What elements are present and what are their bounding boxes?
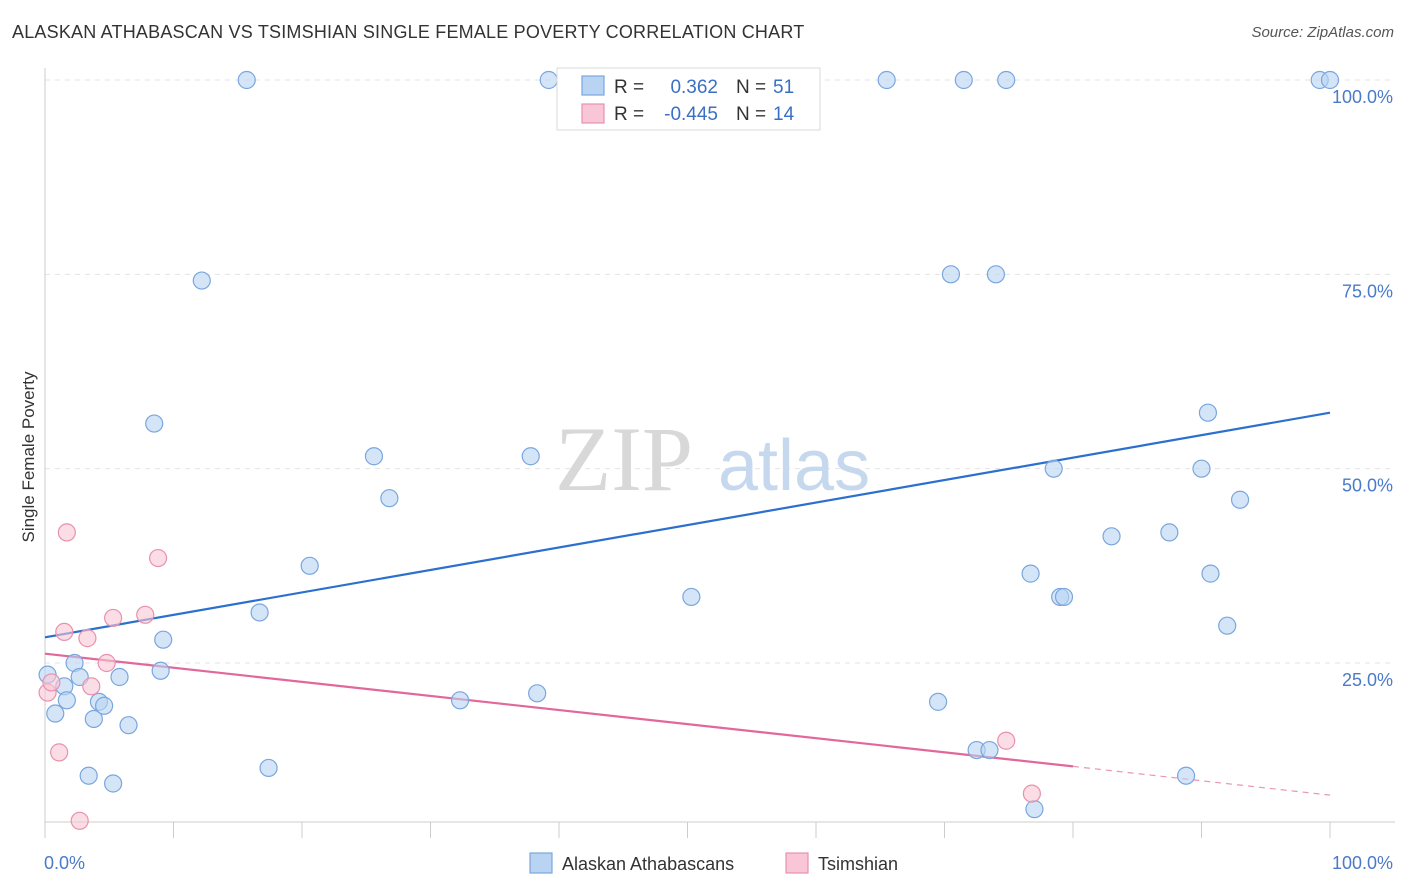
x-tick-label-1: 100.0% xyxy=(1332,853,1393,873)
series-legend: Alaskan Athabascans Tsimshian xyxy=(529,852,898,874)
alaskan-point-47 xyxy=(1218,616,1237,635)
legend-n-label-1: N = xyxy=(736,77,766,98)
alaskan-point-6 xyxy=(79,766,98,785)
alaskan-point-28 xyxy=(877,70,896,90)
correlation-legend: R = 0.362 N = 51 R = -0.445 N = 14 xyxy=(556,67,821,131)
tsimshian-point-12 xyxy=(997,731,1016,750)
alaskan-point-26 xyxy=(539,70,558,90)
alaskan-point-37 xyxy=(1025,800,1044,819)
alaskan-point-46 xyxy=(1198,403,1218,422)
trend-line-tsimshian-extension xyxy=(1072,765,1331,796)
tsimshian-point-6 xyxy=(78,629,97,648)
alaskan-point-41 xyxy=(1102,527,1121,546)
y-axis-label: Single Female Poverty xyxy=(19,371,38,543)
series-points-tsimshian xyxy=(38,523,1041,830)
alaskan-point-18 xyxy=(250,603,269,622)
alaskan-point-12 xyxy=(119,716,138,735)
alaskan-point-15 xyxy=(154,630,173,649)
alaskan-point-44 xyxy=(1192,459,1211,478)
legend-swatch-pink xyxy=(581,103,605,124)
legend-r-value-1: 0.362 xyxy=(670,77,718,98)
alaskan-point-23 xyxy=(450,691,470,710)
alaskan-point-43 xyxy=(1176,766,1196,785)
series-legend-tsimshian: Tsimshian xyxy=(818,854,898,874)
alaskan-point-19 xyxy=(259,758,278,778)
tsimshian-point-11 xyxy=(148,548,168,568)
alaskan-point-33 xyxy=(980,740,999,760)
alaskan-point-30 xyxy=(941,265,961,284)
alaskan-point-14 xyxy=(151,661,170,680)
alaskan-point-42 xyxy=(1160,523,1179,542)
alaskan-point-7 xyxy=(84,709,103,729)
legend-n-label-2: N = xyxy=(736,104,766,125)
grid-lines xyxy=(45,79,1395,664)
tsimshian-point-9 xyxy=(104,608,123,628)
series-legend-swatch-alaskan xyxy=(529,852,553,874)
alaskan-point-9 xyxy=(95,696,114,715)
tick-labels: 25.0% 50.0% 75.0% 100.0% 0.0% 100.0% xyxy=(44,87,1393,873)
tsimshian-point-3 xyxy=(55,622,74,642)
alaskan-point-13 xyxy=(145,414,164,433)
alaskan-point-10 xyxy=(104,774,123,793)
y-tick-label-1: 50.0% xyxy=(1342,476,1393,496)
alaskan-point-31 xyxy=(954,70,973,90)
alaskan-point-20 xyxy=(300,556,319,575)
alaskan-point-16 xyxy=(192,271,211,290)
tsimshian-point-1 xyxy=(42,673,61,692)
series-legend-alaskan: Alaskan Athabascans xyxy=(562,854,734,874)
alaskan-point-50 xyxy=(1320,70,1340,90)
x-tick-label-0: 0.0% xyxy=(44,853,85,873)
trend-lines xyxy=(44,411,1331,796)
alaskan-point-45 xyxy=(1201,564,1220,583)
alaskan-point-34 xyxy=(986,265,1006,284)
alaskan-point-36 xyxy=(1021,564,1040,583)
source-attribution: Source: ZipAtlas.com xyxy=(1251,24,1394,41)
tsimshian-point-2 xyxy=(50,743,69,762)
alaskan-point-11 xyxy=(110,667,129,687)
watermark-zip: ZIP xyxy=(555,408,693,510)
alaskan-point-29 xyxy=(928,692,948,711)
alaskan-point-27 xyxy=(682,587,701,607)
alaskan-point-22 xyxy=(380,489,399,508)
legend-swatch-blue xyxy=(581,75,605,96)
series-legend-swatch-tsimshian xyxy=(785,852,809,874)
tsimshian-point-8 xyxy=(97,653,116,673)
tsimshian-point-4 xyxy=(57,523,76,542)
tsimshian-point-7 xyxy=(82,677,101,696)
alaskan-point-17 xyxy=(237,70,256,90)
alaskan-point-24 xyxy=(521,447,540,466)
alaskan-point-3 xyxy=(57,691,76,710)
alaskan-point-25 xyxy=(528,684,547,703)
legend-r-value-2: -0.445 xyxy=(664,104,718,125)
watermark: ZIP atlas xyxy=(555,408,870,510)
alaskan-point-1 xyxy=(46,704,65,723)
alaskan-point-21 xyxy=(364,447,384,466)
alaskan-point-48 xyxy=(1230,490,1250,509)
trend-line-tsimshian xyxy=(44,652,1074,768)
y-tick-label-3: 100.0% xyxy=(1332,87,1393,107)
legend-n-value-2: 14 xyxy=(773,104,795,125)
tsimshian-point-5 xyxy=(70,811,89,830)
chart-title: ALASKAN ATHABASCAN VS TSIMSHIAN SINGLE F… xyxy=(12,22,805,42)
alaskan-point-35 xyxy=(997,70,1016,90)
alaskan-point-38 xyxy=(1044,459,1063,478)
tsimshian-point-13 xyxy=(1022,784,1041,803)
alaskan-point-40 xyxy=(1054,587,1074,607)
y-tick-label-0: 25.0% xyxy=(1342,670,1393,690)
legend-r-label-1: R = xyxy=(614,77,644,98)
data-points xyxy=(38,70,1340,830)
legend-n-value-1: 51 xyxy=(773,77,794,98)
tsimshian-point-10 xyxy=(136,605,155,624)
trend-line-alaskan xyxy=(44,411,1331,639)
y-tick-label-2: 75.0% xyxy=(1342,281,1393,301)
legend-r-label-2: R = xyxy=(614,104,644,125)
watermark-atlas: atlas xyxy=(718,426,870,506)
